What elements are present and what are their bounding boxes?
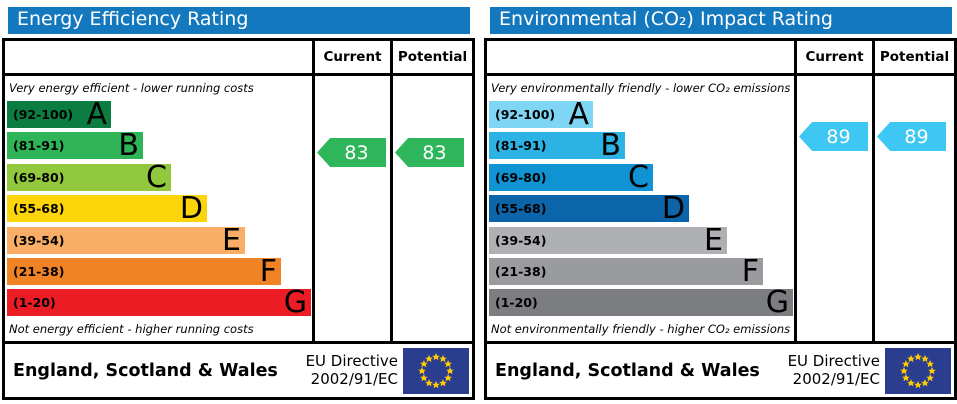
band-letter: A xyxy=(86,97,107,132)
current-label: Current xyxy=(805,49,864,65)
band-range: (55-68) xyxy=(13,201,65,217)
band-letter: C xyxy=(628,159,649,195)
band-range: (39-54) xyxy=(13,232,65,248)
current-rating-arrow: 89 xyxy=(799,122,868,151)
band-range: (81-91) xyxy=(495,138,547,154)
band-letter: F xyxy=(259,253,277,289)
eu-directive-line2: 2002/91/EC xyxy=(310,369,398,388)
band-letter: G xyxy=(765,285,789,321)
environmental-rating-chart: Current Potential Very environmentally f… xyxy=(484,38,957,400)
potential-rating-arrow: 83 xyxy=(395,138,464,167)
band-list: (92-100) A (81-91) B (69-80) C (55-68) D xyxy=(7,97,312,321)
eu-flag-icon xyxy=(403,347,469,394)
band-letter: D xyxy=(179,191,203,227)
bands-column: Very environmentally friendly - lower CO… xyxy=(487,76,794,341)
band-list: (92-100) A (81-91) B (69-80) C (55-68) D xyxy=(489,97,794,321)
eu-directive-line1: EU Directive xyxy=(305,352,398,371)
band-f: (21-38) F xyxy=(489,253,763,289)
band-letter: E xyxy=(222,222,241,258)
panel-title: Energy Efficiency Rating xyxy=(8,7,470,34)
band-letter: A xyxy=(568,97,589,132)
band-letter: D xyxy=(661,191,685,227)
header-spacer xyxy=(5,41,312,73)
band-letter: B xyxy=(118,128,139,164)
band-range: (39-54) xyxy=(495,232,547,248)
band-d: (55-68) D xyxy=(7,191,207,227)
column-header-row: Current Potential xyxy=(487,41,954,76)
band-g: (1-20) G xyxy=(489,285,793,321)
band-e: (39-54) E xyxy=(489,222,727,258)
top-note: Very energy efficient - lower running co… xyxy=(9,81,254,95)
band-d: (55-68) D xyxy=(489,191,689,227)
potential-column: 83 xyxy=(390,76,472,341)
region-label: England, Scotland & Wales xyxy=(13,360,278,381)
column-header-row: Current Potential xyxy=(5,41,472,76)
band-range: (21-38) xyxy=(13,263,65,279)
potential-column: 89 xyxy=(872,76,954,341)
chart-body: Very energy efficient - lower running co… xyxy=(5,76,472,341)
band-letter: F xyxy=(741,253,759,289)
top-note: Very environmentally friendly - lower CO… xyxy=(491,81,791,95)
band-range: (1-20) xyxy=(13,295,56,311)
current-column-header: Current xyxy=(312,41,390,73)
eu-directive-label: EU Directive 2002/91/EC xyxy=(306,353,398,388)
potential-label: Potential xyxy=(879,49,950,65)
region-label: England, Scotland & Wales xyxy=(495,360,760,381)
band-f: (21-38) F xyxy=(7,253,281,289)
band-range: (92-100) xyxy=(495,107,556,122)
band-range: (69-80) xyxy=(13,169,65,185)
footer-row: England, Scotland & Wales EU Directive 2… xyxy=(5,341,472,397)
band-letter: E xyxy=(704,222,723,258)
band-a: (92-100) A xyxy=(489,97,593,132)
current-column-header: Current xyxy=(794,41,872,73)
chart-body: Very environmentally friendly - lower CO… xyxy=(487,76,954,341)
footer-row: England, Scotland & Wales EU Directive 2… xyxy=(487,341,954,397)
header-spacer xyxy=(487,41,794,73)
eu-directive-line1: EU Directive xyxy=(787,352,880,371)
energy-efficiency-panel: Energy Efficiency Rating Current Potenti… xyxy=(2,7,475,400)
band-a: (92-100) A xyxy=(7,97,111,132)
band-c: (69-80) C xyxy=(7,159,171,195)
current-column: 89 xyxy=(794,76,872,341)
energy-rating-chart: Current Potential Very energy efficient … xyxy=(2,38,475,400)
potential-column-header: Potential xyxy=(390,41,472,73)
band-g: (1-20) G xyxy=(7,285,311,321)
potential-label: Potential xyxy=(397,49,468,65)
band-range: (92-100) xyxy=(13,107,74,122)
band-range: (81-91) xyxy=(13,138,65,154)
band-b: (81-91) B xyxy=(7,128,143,164)
eu-directive-label: EU Directive 2002/91/EC xyxy=(788,353,880,388)
eu-flag-icon xyxy=(885,347,951,394)
eu-directive-line2: 2002/91/EC xyxy=(792,369,880,388)
potential-column-header: Potential xyxy=(872,41,954,73)
panel-title: Environmental (CO₂) Impact Rating xyxy=(490,7,952,34)
bands-column: Very energy efficient - lower running co… xyxy=(5,76,312,341)
bottom-note: Not energy efficient - higher running co… xyxy=(9,322,254,336)
band-b: (81-91) B xyxy=(489,128,625,164)
band-letter: B xyxy=(600,128,621,164)
band-e: (39-54) E xyxy=(7,222,245,258)
current-column: 83 xyxy=(312,76,390,341)
band-range: (1-20) xyxy=(495,295,538,311)
band-letter: G xyxy=(283,285,307,321)
band-range: (21-38) xyxy=(495,263,547,279)
bottom-note: Not environmentally friendly - higher CO… xyxy=(491,322,791,336)
current-label: Current xyxy=(323,49,382,65)
band-c: (69-80) C xyxy=(489,159,653,195)
band-range: (55-68) xyxy=(495,201,547,217)
current-rating-arrow: 83 xyxy=(317,138,386,167)
environmental-impact-panel: Environmental (CO₂) Impact Rating Curren… xyxy=(484,7,957,400)
band-range: (69-80) xyxy=(495,169,547,185)
potential-rating-arrow: 89 xyxy=(877,122,946,151)
band-letter: C xyxy=(146,159,167,195)
